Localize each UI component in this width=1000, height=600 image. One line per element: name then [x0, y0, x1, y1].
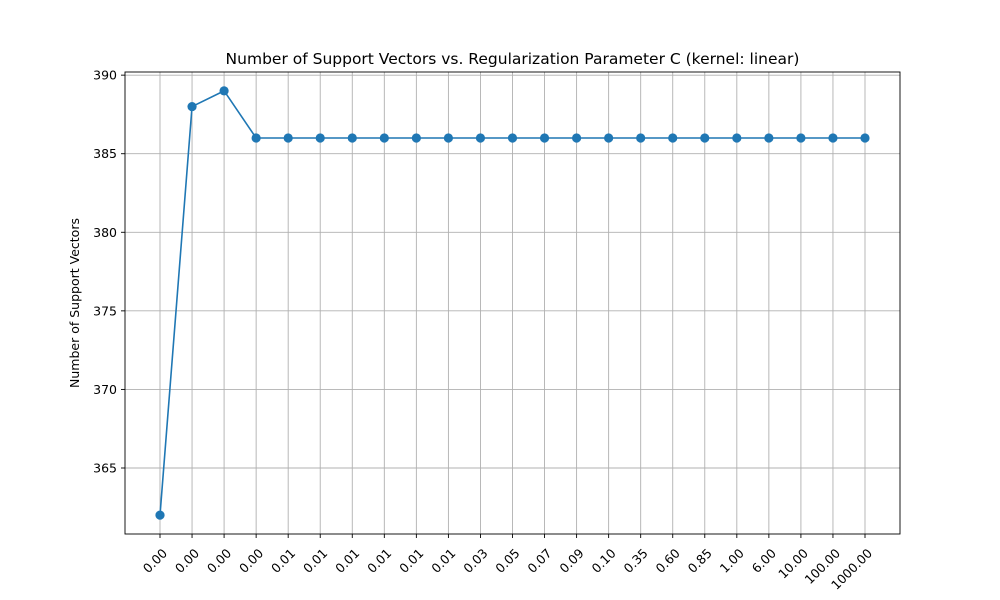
y-tick-label: 390 [93, 68, 117, 83]
data-point [475, 133, 486, 143]
data-point [411, 133, 421, 143]
data-point [379, 133, 389, 143]
chart-title: Number of Support Vectors vs. Regulariza… [226, 50, 800, 68]
data-point [828, 133, 838, 143]
data-point [155, 510, 165, 520]
data-point [347, 133, 357, 143]
data-point [219, 86, 229, 96]
data-point [539, 133, 550, 143]
data-point [251, 133, 261, 143]
y-tick-label: 370 [93, 382, 117, 397]
y-axis-label: Number of Support Vectors [67, 218, 82, 388]
y-tick-label: 380 [93, 225, 117, 240]
y-tick-label: 385 [93, 146, 117, 161]
data-point [700, 133, 710, 143]
grid-layer [125, 72, 900, 534]
data-point [636, 133, 646, 143]
data-point [187, 101, 197, 112]
data-point [315, 133, 325, 143]
data-point [571, 133, 582, 143]
data-point [764, 133, 774, 143]
data-point [668, 133, 678, 143]
data-point [443, 133, 454, 143]
data-point [860, 133, 870, 143]
data-point [507, 133, 518, 143]
data-point [283, 133, 293, 143]
y-axis: 365 370 375 380 385 390 [93, 68, 125, 476]
y-tick-label: 375 [93, 303, 117, 318]
data-point [796, 133, 806, 143]
data-point [732, 133, 742, 143]
data-point [604, 133, 614, 143]
marker-layer [155, 86, 870, 520]
y-tick-label: 365 [93, 461, 117, 476]
